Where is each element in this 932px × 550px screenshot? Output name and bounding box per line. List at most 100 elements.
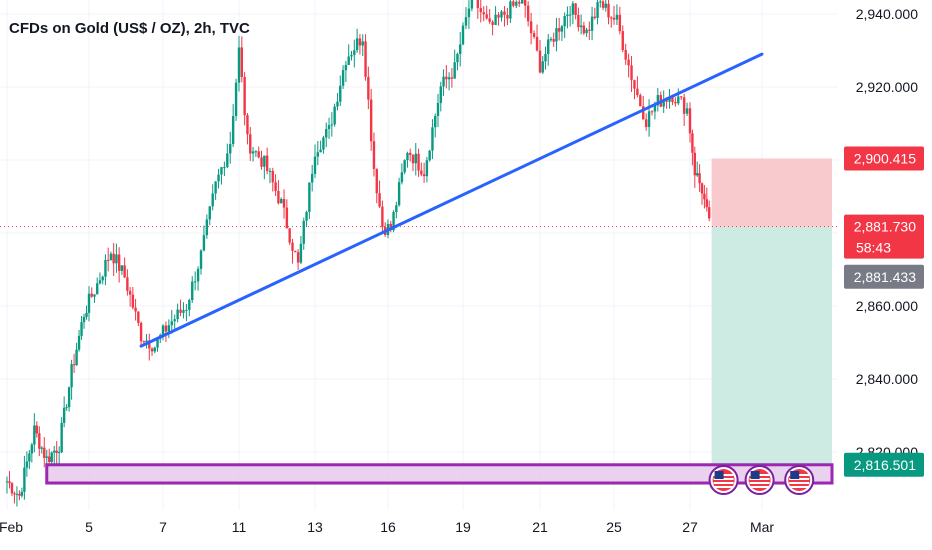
candle — [80, 315, 83, 340]
us-flag-event-icon[interactable] — [708, 465, 739, 495]
candle — [257, 146, 260, 159]
candle — [693, 146, 696, 188]
x-tick-label: 25 — [606, 519, 622, 535]
us-flag-event-icon[interactable] — [784, 465, 815, 495]
candle — [656, 88, 660, 112]
candle — [369, 88, 373, 151]
candle — [18, 490, 21, 501]
candle — [77, 329, 81, 352]
candle — [453, 49, 456, 79]
svg-text:2,881.730: 2,881.730 — [854, 219, 916, 235]
candle — [582, 21, 586, 36]
candle — [378, 180, 381, 209]
candle — [40, 446, 43, 454]
candle — [708, 200, 711, 222]
candle — [53, 445, 56, 465]
candle — [585, 27, 588, 37]
price-badges: 2,900.415 2,881.730 58:43 2,881.433 2,816.50… — [844, 146, 924, 477]
candle — [470, 0, 474, 12]
candle — [336, 93, 339, 111]
candle — [445, 65, 448, 89]
y-tick-label: 2,860.000 — [856, 298, 918, 314]
chart-title: CFDs on Gold (US$ / OZ), 2h, TVC — [9, 20, 250, 37]
candle — [506, 7, 509, 26]
candle — [431, 119, 434, 160]
candle — [547, 34, 550, 66]
candle — [220, 166, 223, 185]
overlay-zones — [711, 158, 832, 465]
candle — [237, 35, 241, 92]
candle — [38, 426, 41, 456]
candle — [173, 314, 176, 331]
candle — [447, 72, 451, 91]
candle — [395, 201, 398, 219]
candle — [409, 148, 412, 162]
candle — [199, 249, 203, 275]
candle — [170, 309, 173, 334]
candle — [60, 417, 63, 454]
candle — [596, 0, 599, 25]
candle — [96, 277, 99, 295]
candle — [305, 210, 308, 228]
svg-text:2,900.415: 2,900.415 — [854, 150, 916, 166]
candle — [85, 305, 88, 320]
y-tick-label: 2,840.000 — [856, 371, 918, 387]
candle — [659, 91, 662, 108]
y-tick-label: 2,920.000 — [856, 79, 918, 95]
candle — [223, 161, 226, 177]
candle — [358, 34, 362, 55]
us-flag-event-icon[interactable] — [744, 465, 775, 495]
stop-loss-zone[interactable] — [711, 158, 832, 227]
candle — [57, 446, 61, 464]
x-tick-label: 27 — [682, 519, 698, 535]
candle — [10, 482, 14, 497]
candle — [87, 286, 91, 322]
candle — [521, 0, 524, 4]
candle — [55, 441, 58, 465]
support-zone[interactable] — [45, 463, 834, 485]
candle — [381, 200, 384, 233]
candle — [568, 5, 572, 27]
candle — [117, 247, 121, 283]
candle — [246, 112, 249, 145]
candle — [579, 14, 583, 35]
candle — [243, 72, 246, 126]
candle — [355, 28, 359, 53]
candle — [339, 75, 342, 107]
candle — [639, 93, 642, 107]
candle — [208, 206, 211, 226]
candle — [217, 168, 220, 189]
candle — [350, 50, 353, 61]
x-tick-label: Feb — [0, 519, 23, 535]
candle — [700, 182, 704, 205]
candlestick-series — [5, 0, 711, 507]
candle — [106, 247, 110, 272]
candle — [161, 324, 165, 341]
candle — [353, 39, 356, 68]
candle — [229, 131, 232, 164]
candle — [302, 217, 305, 250]
candle — [251, 146, 255, 162]
candle — [688, 102, 692, 143]
candle — [563, 12, 566, 39]
ascending-trendline[interactable] — [139, 52, 764, 348]
candle — [555, 17, 558, 52]
take-profit-zone[interactable] — [711, 226, 832, 465]
candle — [674, 97, 677, 107]
candle — [179, 299, 182, 317]
candle — [167, 319, 171, 339]
x-tick-label: Mar — [750, 519, 774, 535]
candle — [691, 129, 694, 166]
candle — [280, 197, 283, 204]
candle — [422, 162, 426, 183]
candle — [456, 52, 459, 71]
candle — [322, 135, 325, 154]
candle — [234, 78, 238, 121]
candle — [344, 60, 348, 82]
candle — [82, 313, 86, 329]
candle — [417, 148, 420, 177]
candle — [104, 254, 107, 286]
svg-text:2,816.501: 2,816.501 — [854, 457, 916, 473]
candle — [532, 30, 536, 39]
